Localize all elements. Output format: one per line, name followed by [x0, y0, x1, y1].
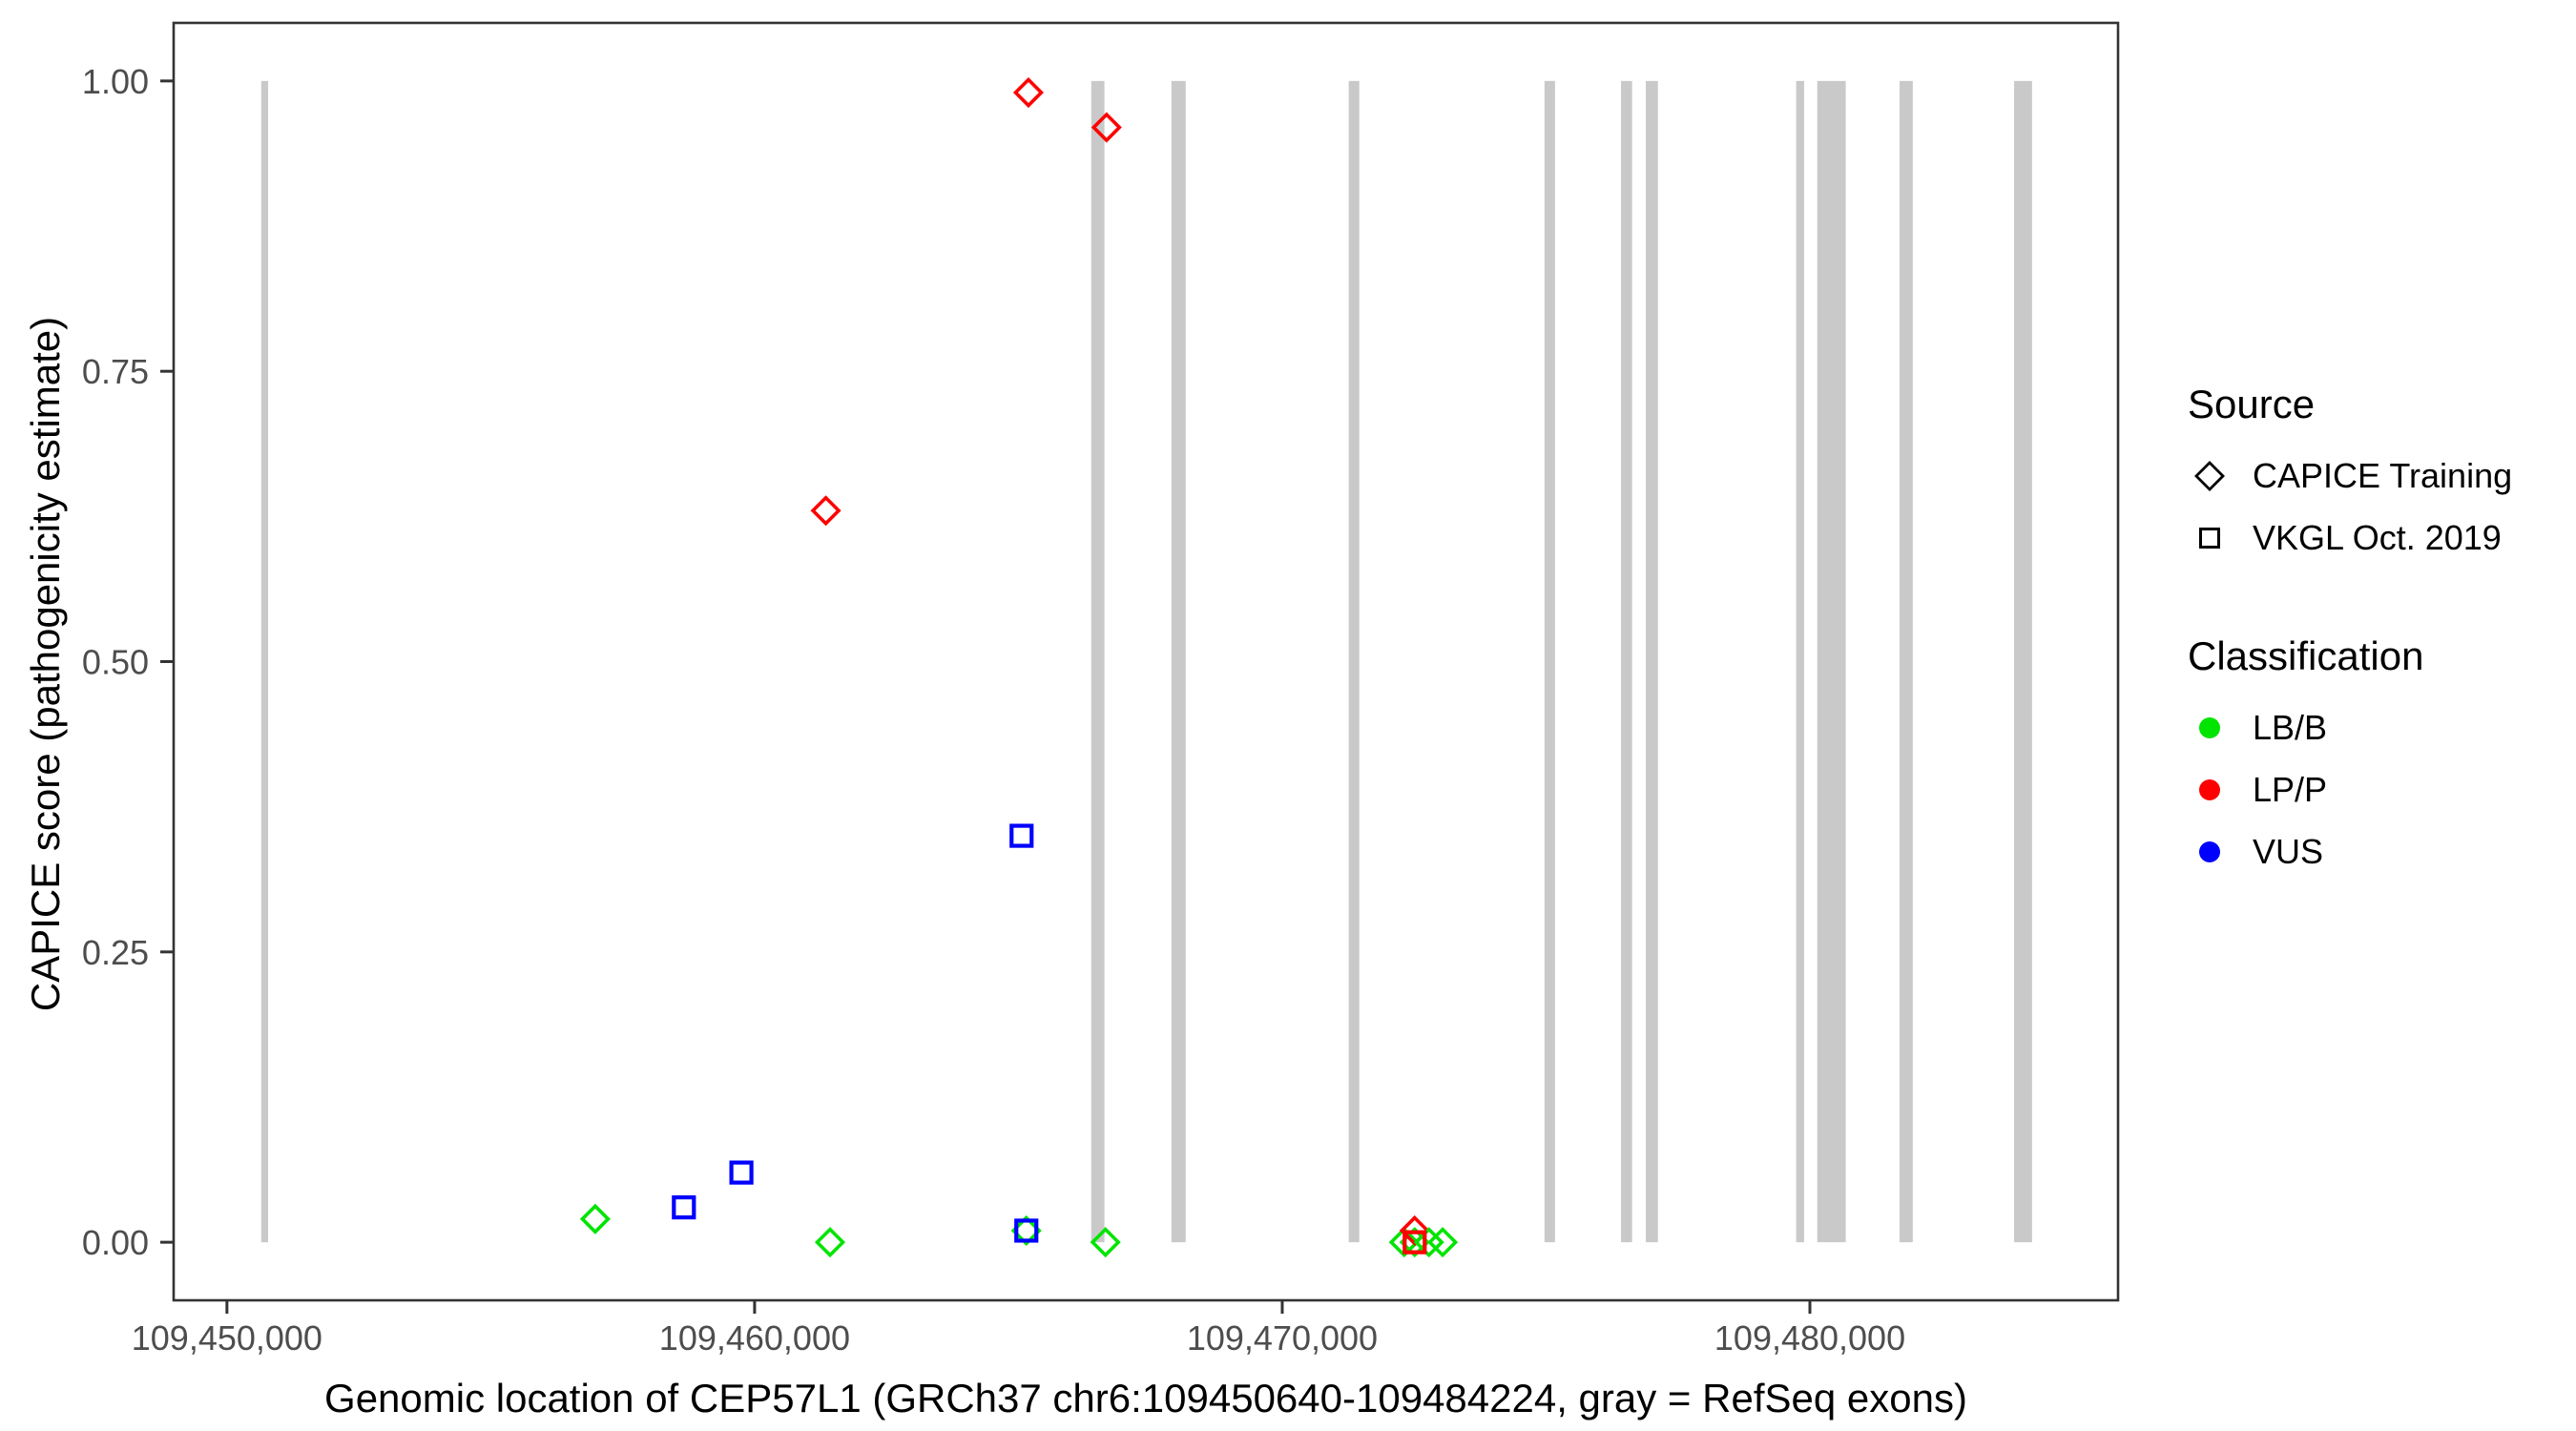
data-point-diamond — [814, 1227, 846, 1258]
legend: Source CAPICE Training VKGL Oct. 2019 Cl… — [2188, 382, 2569, 882]
x-tick-label: 109,450,000 — [132, 1318, 322, 1358]
exon-bar — [1646, 80, 1658, 1243]
exon-bar — [1171, 80, 1186, 1243]
exon-bar — [2014, 80, 2032, 1243]
data-point-diamond — [1427, 1227, 1459, 1258]
data-point-diamond — [1090, 1227, 1121, 1258]
exon-bar — [1900, 80, 1913, 1243]
y-axis-title: CAPICE score (pathogenicity estimate) — [23, 316, 68, 1012]
data-point-square — [1014, 1218, 1039, 1243]
legend-item-label: CAPICE Training — [2253, 455, 2513, 495]
legend-item-label: LP/P — [2253, 769, 2328, 809]
exon-bar — [1544, 80, 1555, 1243]
data-point-diamond — [810, 495, 841, 527]
legend-item-label: VUS — [2253, 831, 2324, 871]
x-tick-label: 109,470,000 — [1187, 1318, 1378, 1358]
x-axis-title: Genomic location of CEP57L1 (GRCh37 chr6… — [324, 1376, 1967, 1421]
x-tick-label: 109,460,000 — [659, 1318, 850, 1358]
data-point-diamond — [1091, 112, 1122, 143]
exon-bar — [1348, 80, 1360, 1243]
exon-bar — [260, 80, 268, 1243]
square-marker-icon — [2188, 516, 2232, 560]
x-tick-label: 109,480,000 — [1714, 1318, 1905, 1358]
y-tick-label: 0.50 — [82, 643, 149, 682]
legend-item-label: LB/B — [2253, 707, 2328, 747]
diamond-marker-icon — [2188, 454, 2232, 498]
legend-classification-title: Classification — [2188, 633, 2424, 678]
data-point-diamond — [579, 1203, 611, 1234]
exon-bar — [1796, 80, 1804, 1243]
exon-bar — [1817, 80, 1846, 1243]
y-tick-label: 1.00 — [82, 62, 149, 101]
y-tick-label: 0.25 — [82, 933, 149, 972]
data-point-square — [1009, 823, 1034, 848]
green-dot-icon — [2188, 706, 2232, 750]
y-tick-label: 0.75 — [82, 352, 149, 391]
exon-bar — [1091, 80, 1105, 1243]
data-point-diamond — [1388, 1227, 1420, 1258]
legend-item-vkgl: VKGL Oct. 2019 — [2188, 507, 2569, 569]
data-point-square — [729, 1160, 754, 1185]
blue-dot-icon — [2188, 830, 2232, 874]
y-tick-label: 0.00 — [82, 1223, 149, 1262]
data-point-diamond — [1399, 1214, 1430, 1247]
legend-item-vus: VUS — [2188, 820, 2569, 882]
data-point-square — [1402, 1230, 1427, 1255]
legend-item-label: VKGL Oct. 2019 — [2253, 517, 2502, 557]
red-dot-icon — [2188, 768, 2232, 812]
data-point-diamond — [1413, 1227, 1444, 1258]
data-point-square — [672, 1195, 696, 1220]
legend-source-title: Source — [2188, 382, 2316, 426]
legend-item-lpp: LP/P — [2188, 758, 2569, 820]
legend-item-capice-training: CAPICE Training — [2188, 445, 2569, 507]
exon-bar — [1621, 80, 1632, 1243]
data-point-diamond — [1012, 76, 1044, 109]
legend-item-lbb: LB/B — [2188, 696, 2569, 758]
